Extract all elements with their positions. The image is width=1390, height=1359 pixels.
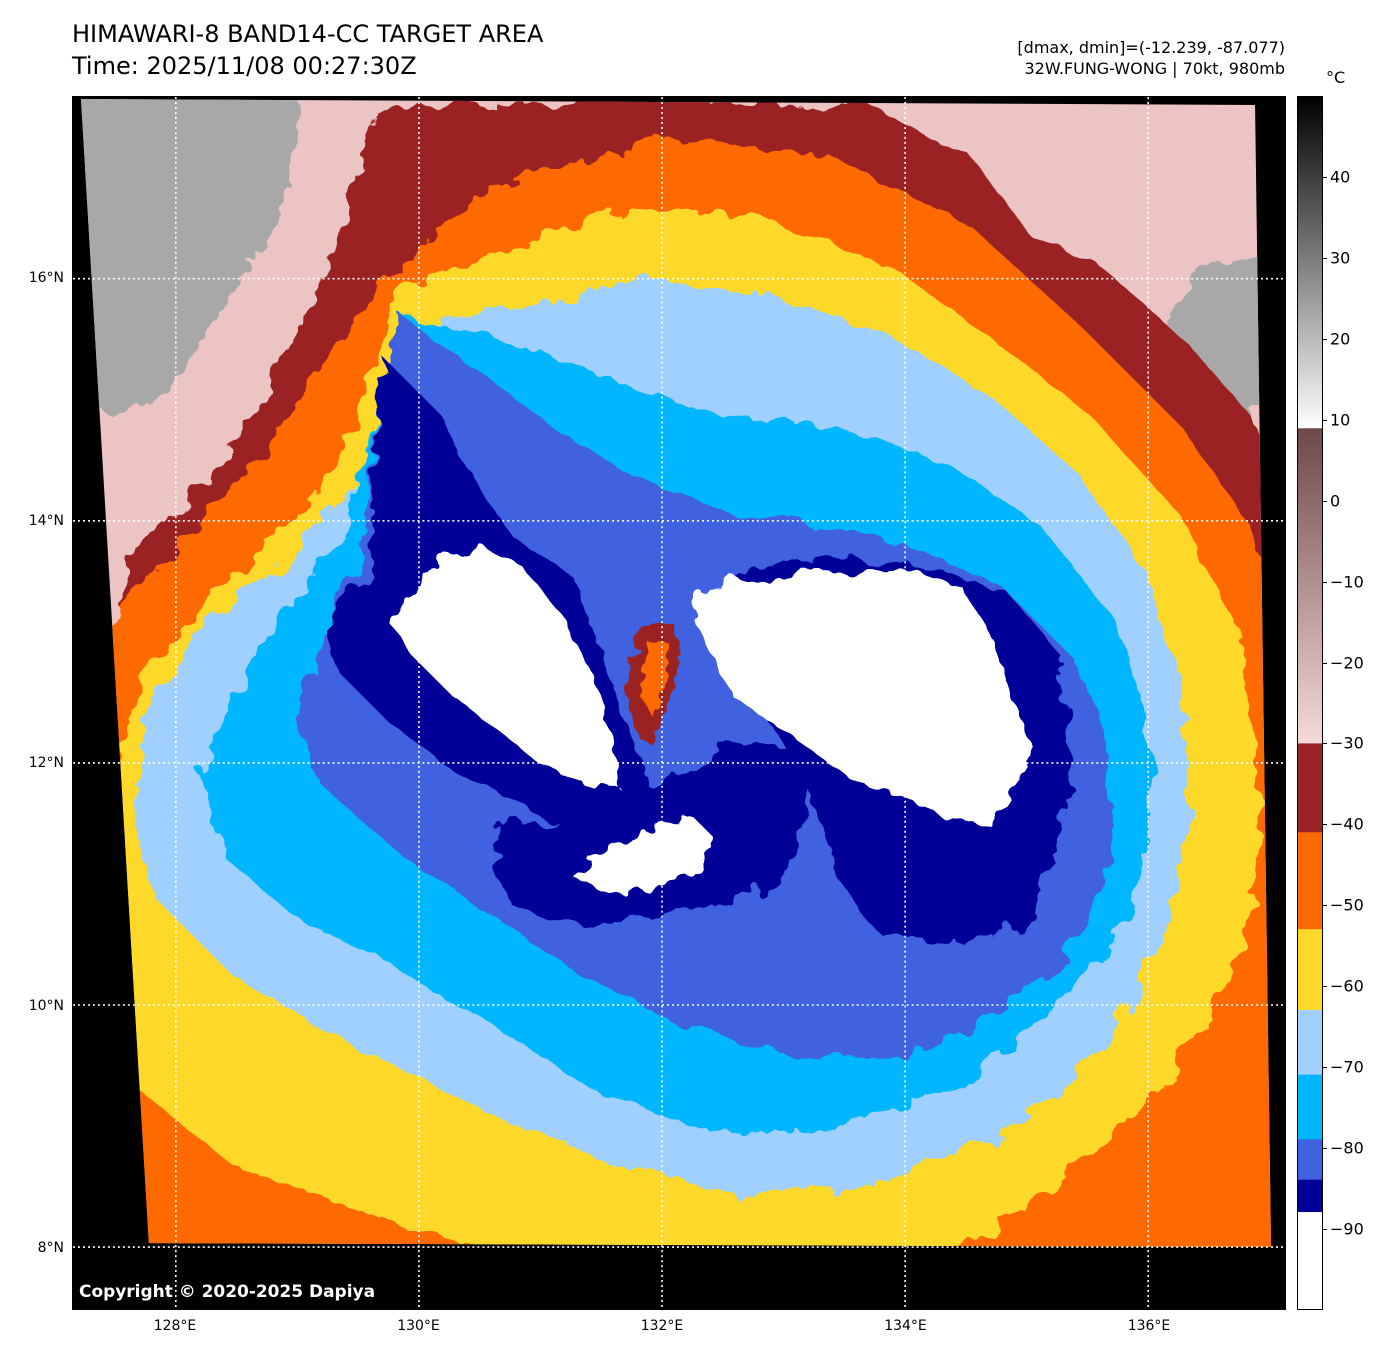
colorbar-tick-mark — [1323, 419, 1327, 421]
colorbar-tick-mark — [1323, 500, 1327, 502]
satellite-image-panel: Copyright © 2020-2025 Dapiya — [72, 96, 1286, 1310]
colorbar-tick-label: 0 — [1330, 491, 1341, 511]
cloud-top-field — [80, 98, 1272, 1248]
colorbar-tick-label: 10 — [1330, 410, 1351, 430]
colorbar-tick-mark — [1323, 824, 1327, 826]
satellite-imagery: Copyright © 2020-2025 Dapiya — [73, 97, 1285, 1309]
colorbar-unit: °C — [1326, 68, 1346, 87]
colorbar-band — [1298, 1010, 1322, 1076]
colorbar-tick-mark — [1323, 257, 1327, 259]
overshooting-top-west — [392, 546, 618, 786]
longitude-label: 134°E — [884, 1318, 927, 1334]
colorbar-band — [1298, 832, 1322, 930]
colorbar-band — [1298, 743, 1322, 833]
cloud-region-eye-inner — [640, 641, 668, 716]
colorbar-tick-mark — [1323, 1229, 1327, 1231]
latitude-label: 16°N — [28, 270, 64, 286]
colorbar-tick-mark — [1323, 338, 1327, 340]
overshooting-top-south — [572, 815, 712, 896]
latitude-label: 14°N — [28, 512, 64, 529]
colorbar-tick-mark — [1323, 743, 1327, 745]
colorbar-tick-mark — [1323, 1148, 1327, 1150]
longitude-label: 136°E — [1127, 1318, 1171, 1334]
overshooting-top-east — [691, 566, 1032, 826]
colorbar-tick-label: −70 — [1330, 1057, 1364, 1077]
longitude-label: 130°E — [397, 1318, 440, 1334]
longitude-label: 128°E — [153, 1318, 197, 1334]
temperature-colorbar — [1297, 96, 1323, 1310]
colorbar-tick-label: −90 — [1330, 1219, 1364, 1239]
colorbar-tick-mark — [1323, 662, 1327, 664]
colorbar-bands — [1298, 97, 1322, 1309]
latitude-label: 10°N — [28, 997, 64, 1014]
storm-info: 32W.FUNG-WONG | 70kt, 980mb — [1024, 59, 1285, 78]
colorbar-tick-label: 40 — [1330, 167, 1351, 187]
colorbar-tick-label: −80 — [1330, 1138, 1364, 1158]
intensity-range-info: [dmax, dmin]=(-12.239, -87.077) — [1017, 38, 1285, 57]
colorbar-tick-mark — [1323, 176, 1327, 178]
colorbar-tick-mark — [1323, 905, 1327, 907]
colorbar-band — [1298, 1139, 1322, 1181]
lat-lon-gridlines — [73, 97, 1285, 1309]
colorbar-tick-label: −40 — [1330, 814, 1364, 834]
colorbar-tick-label: −30 — [1330, 733, 1364, 753]
colorbar-band — [1298, 428, 1322, 744]
colorbar-tick-label: −10 — [1330, 572, 1364, 592]
latitude-label: 12°N — [28, 755, 64, 771]
colorbar-tick-mark — [1323, 986, 1327, 988]
map-timestamp: Time: 2025/11/08 00:27:30Z — [72, 52, 417, 80]
latitude-label: 8°N — [37, 1240, 64, 1256]
longitude-label: 132°E — [640, 1318, 684, 1334]
cloud-region-clear-northwest — [80, 98, 303, 417]
colorbar-band — [1298, 929, 1322, 1011]
colorbar-tick-mark — [1323, 581, 1327, 583]
colorbar-tick-label: 30 — [1330, 248, 1351, 268]
map-title: HIMAWARI-8 BAND14-CC TARGET AREA — [72, 20, 544, 48]
colorbar-band — [1298, 97, 1322, 429]
colorbar-tick-label: −20 — [1330, 653, 1364, 673]
colorbar-tick-label: 20 — [1330, 329, 1351, 349]
copyright-notice: Copyright © 2020-2025 Dapiya — [79, 1282, 375, 1302]
colorbar-band — [1298, 1212, 1322, 1309]
colorbar-band — [1298, 1074, 1322, 1140]
colorbar-tick-mark — [1323, 1067, 1327, 1069]
colorbar-tick-label: −50 — [1330, 895, 1364, 915]
colorbar-band — [1298, 1179, 1322, 1213]
colorbar-tick-label: −60 — [1330, 976, 1364, 996]
